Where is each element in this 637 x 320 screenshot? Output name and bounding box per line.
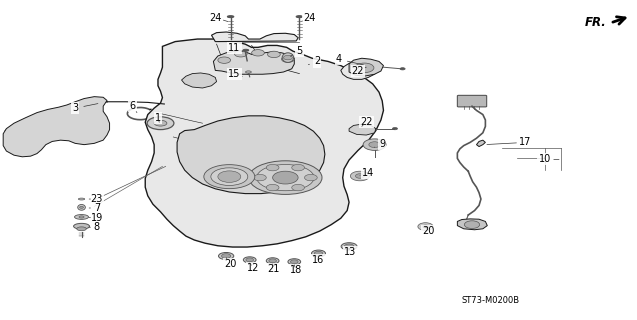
Text: 16: 16: [312, 255, 325, 265]
Text: 1: 1: [155, 113, 161, 123]
Circle shape: [269, 259, 276, 263]
Ellipse shape: [80, 206, 83, 208]
Circle shape: [355, 63, 374, 73]
Circle shape: [266, 184, 279, 191]
Text: 20: 20: [422, 226, 434, 236]
Polygon shape: [145, 39, 383, 247]
Circle shape: [234, 51, 247, 57]
Ellipse shape: [282, 53, 294, 62]
Polygon shape: [457, 219, 487, 230]
Circle shape: [314, 251, 323, 256]
Circle shape: [350, 171, 369, 181]
Text: 12: 12: [247, 263, 260, 273]
Text: 18: 18: [290, 265, 303, 276]
Ellipse shape: [74, 223, 89, 229]
Circle shape: [292, 164, 304, 171]
Circle shape: [218, 57, 231, 63]
Circle shape: [218, 171, 241, 182]
Ellipse shape: [296, 16, 303, 18]
Text: 24: 24: [303, 12, 316, 23]
Polygon shape: [3, 97, 110, 157]
Text: 13: 13: [344, 247, 357, 257]
Text: 11: 11: [228, 43, 241, 53]
Text: 6: 6: [129, 101, 136, 111]
Polygon shape: [341, 60, 377, 79]
Text: 4: 4: [336, 54, 342, 64]
Circle shape: [352, 66, 368, 74]
Text: 17: 17: [519, 137, 532, 148]
Ellipse shape: [400, 68, 405, 70]
Ellipse shape: [245, 71, 251, 73]
Text: 15: 15: [228, 69, 241, 79]
Circle shape: [268, 51, 280, 58]
Text: 20: 20: [224, 259, 237, 269]
Ellipse shape: [78, 204, 85, 210]
Text: 8: 8: [94, 222, 100, 232]
Text: 5: 5: [296, 46, 303, 56]
Ellipse shape: [218, 252, 234, 260]
Circle shape: [254, 174, 266, 181]
Circle shape: [356, 68, 364, 72]
Text: 3: 3: [72, 103, 78, 113]
Ellipse shape: [248, 161, 322, 195]
Polygon shape: [349, 58, 383, 76]
Ellipse shape: [257, 164, 314, 191]
Circle shape: [290, 260, 298, 264]
Ellipse shape: [392, 128, 397, 130]
Text: 21: 21: [268, 264, 280, 275]
Ellipse shape: [243, 49, 248, 51]
Circle shape: [252, 50, 264, 56]
Text: 14: 14: [362, 168, 375, 178]
Polygon shape: [211, 32, 298, 42]
Circle shape: [282, 56, 294, 62]
Circle shape: [266, 164, 279, 171]
Text: 2: 2: [314, 56, 320, 67]
Ellipse shape: [75, 215, 89, 220]
Text: FR.: FR.: [585, 16, 606, 29]
Ellipse shape: [266, 258, 279, 264]
Ellipse shape: [76, 227, 86, 231]
FancyBboxPatch shape: [457, 95, 487, 107]
Polygon shape: [213, 51, 294, 74]
Text: 22: 22: [360, 116, 373, 127]
Ellipse shape: [243, 257, 256, 263]
Circle shape: [222, 254, 231, 258]
Text: 9: 9: [379, 139, 385, 149]
Ellipse shape: [154, 120, 167, 126]
Text: 7: 7: [94, 203, 100, 213]
Polygon shape: [177, 116, 325, 194]
Ellipse shape: [341, 243, 357, 250]
Circle shape: [344, 244, 354, 249]
Circle shape: [304, 174, 317, 181]
Circle shape: [355, 174, 364, 178]
Circle shape: [464, 221, 480, 228]
Circle shape: [369, 142, 380, 148]
Polygon shape: [476, 140, 485, 147]
Ellipse shape: [204, 164, 255, 189]
Text: 19: 19: [90, 212, 103, 223]
Ellipse shape: [283, 55, 292, 60]
Ellipse shape: [78, 198, 85, 200]
Ellipse shape: [147, 117, 174, 130]
Polygon shape: [182, 73, 217, 88]
Circle shape: [246, 258, 254, 262]
Ellipse shape: [227, 16, 234, 18]
Ellipse shape: [211, 168, 248, 186]
Circle shape: [292, 184, 304, 191]
Circle shape: [273, 171, 298, 184]
Ellipse shape: [79, 216, 84, 218]
Circle shape: [363, 139, 386, 150]
Circle shape: [422, 225, 429, 228]
Text: 24: 24: [209, 12, 222, 23]
Text: 23: 23: [90, 194, 103, 204]
Circle shape: [418, 223, 433, 230]
Polygon shape: [349, 124, 376, 135]
Text: 22: 22: [352, 66, 364, 76]
Ellipse shape: [311, 250, 326, 257]
Ellipse shape: [288, 259, 301, 265]
Text: 10: 10: [538, 154, 551, 164]
Text: ST73-M0200B: ST73-M0200B: [461, 296, 520, 305]
